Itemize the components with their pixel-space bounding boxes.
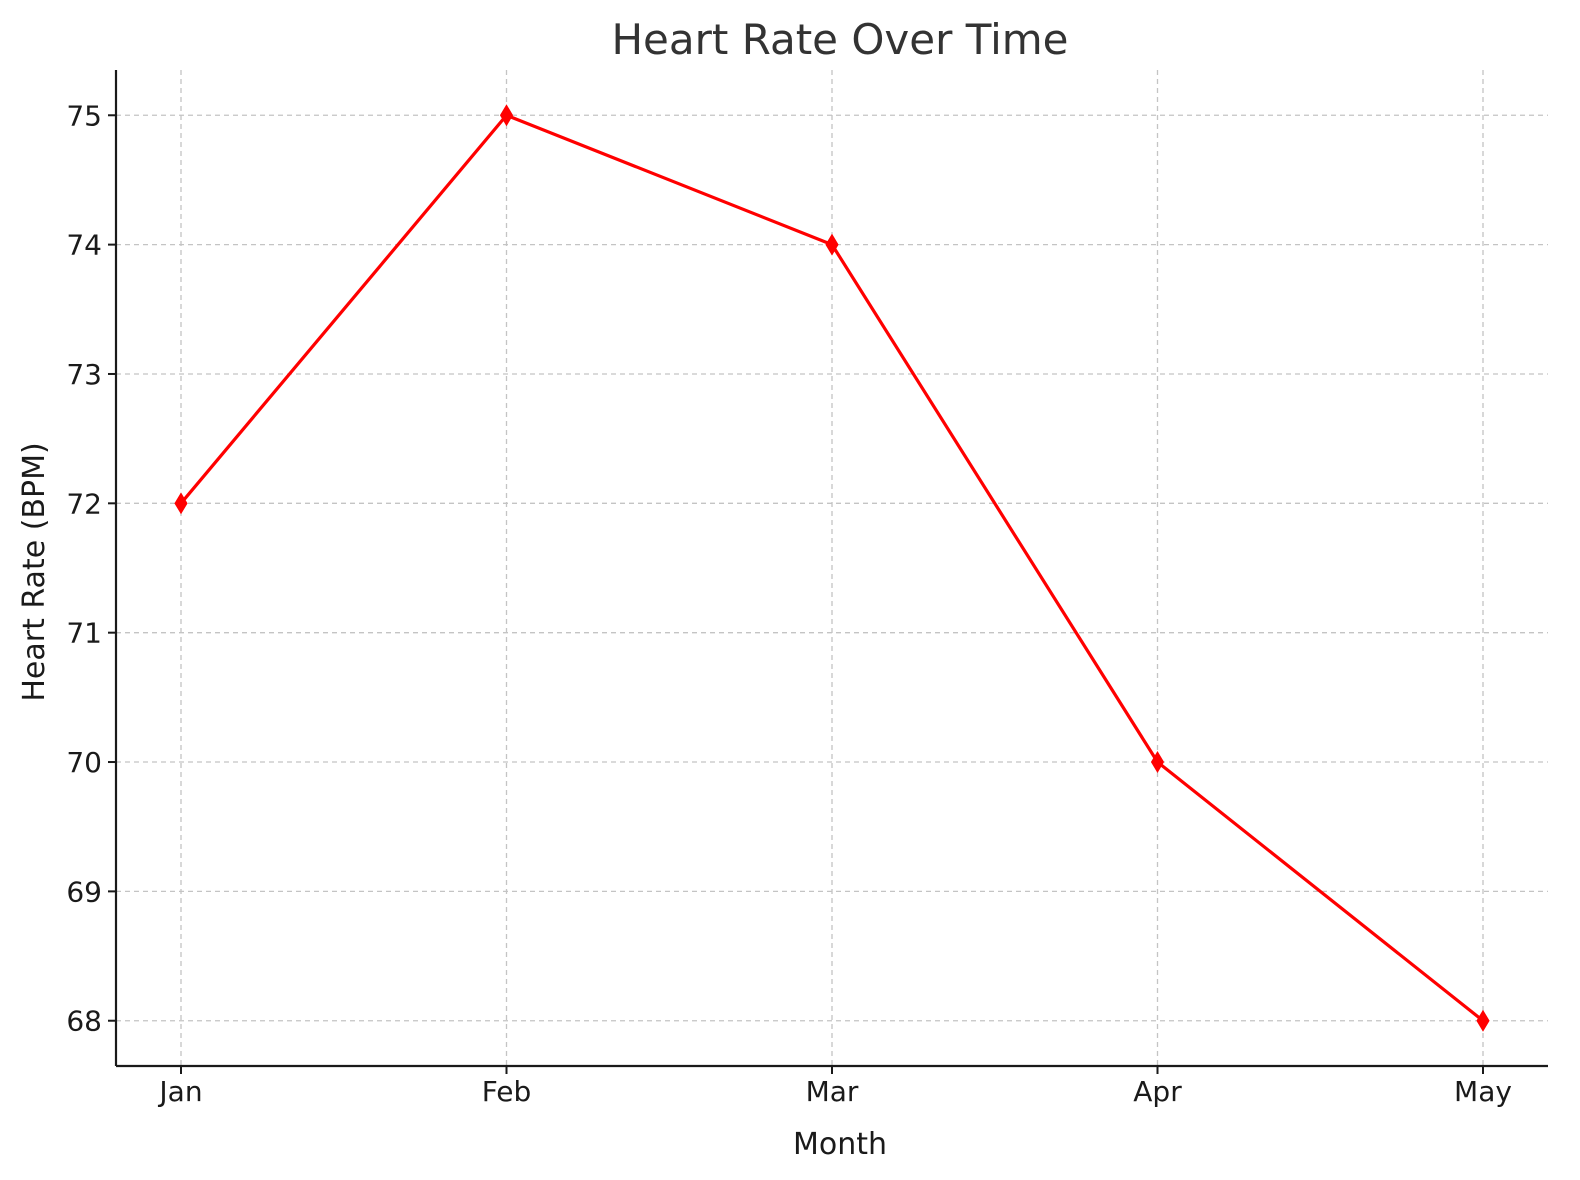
y-axis-label: Heart Rate (BPM): [17, 442, 52, 701]
y-tick-label: 73: [66, 358, 102, 391]
y-tick-label: 74: [66, 229, 102, 262]
data-point-marker: [174, 492, 188, 515]
y-tick-label: 68: [66, 1005, 102, 1038]
data-point-marker: [1476, 1009, 1490, 1032]
data-point-marker: [1150, 751, 1165, 773]
y-tick-label: 69: [66, 875, 102, 908]
x-tick-label: Feb: [482, 1075, 532, 1108]
x-tick-label: Jan: [157, 1075, 202, 1108]
grid-layer: [116, 70, 1548, 1066]
data-point-marker: [825, 233, 839, 256]
x-tick-label: Apr: [1133, 1075, 1182, 1108]
data-point-marker: [499, 104, 514, 127]
y-tick-label: 72: [66, 487, 102, 520]
x-tick-label: Mar: [806, 1075, 859, 1108]
x-axis-label: Month: [793, 1127, 887, 1162]
y-tick-label: 75: [66, 99, 102, 132]
series-layer: [174, 104, 1490, 1032]
y-tick-label: 70: [66, 746, 102, 779]
y-tick-label: 71: [66, 617, 102, 650]
axes-layer: Jan Feb Mar Apr May 68 69 70 71 72 73 74 75: [66, 70, 1548, 1108]
chart-title: Heart Rate Over Time: [611, 15, 1068, 64]
x-tick-label: May: [1454, 1075, 1512, 1108]
